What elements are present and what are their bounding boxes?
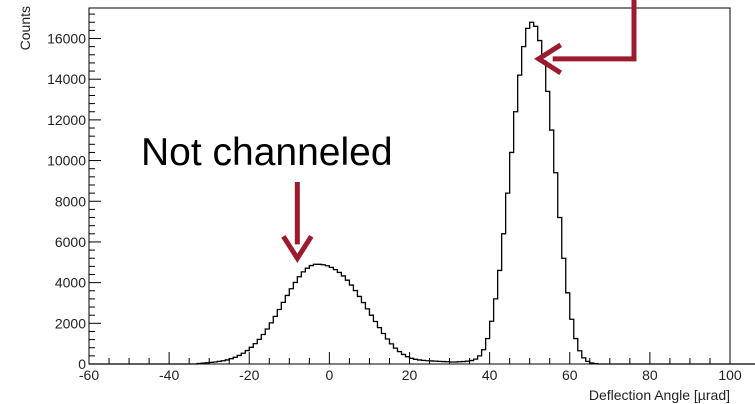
x-tick-label: 40 bbox=[482, 367, 498, 383]
x-tick-label: 60 bbox=[562, 367, 578, 383]
x-tick-label: -60 bbox=[79, 367, 99, 383]
y-axis-title: Counts bbox=[17, 6, 33, 50]
y-tick-label: 6000 bbox=[55, 234, 86, 250]
plot-area: -60 -40 -20 0 20 40 60 80 100 0 2000 4000 6000 8000 10… bbox=[47, 0, 755, 383]
y-tick-label: 8000 bbox=[55, 193, 86, 209]
x-tick-label: 0 bbox=[325, 367, 333, 383]
annotation-not-channeled: Not channeled bbox=[141, 131, 393, 174]
x-axis-title: Deflection Angle [µrad] bbox=[589, 387, 730, 403]
y-tick-label: 16000 bbox=[47, 31, 86, 47]
y-tick-label: 12000 bbox=[47, 112, 86, 128]
x-tick-label: -40 bbox=[159, 367, 179, 383]
histogram-series bbox=[89, 21, 755, 365]
y-tick-label: 14000 bbox=[47, 71, 86, 87]
y-tick-label: 10000 bbox=[47, 153, 86, 169]
x-tick-label: 100 bbox=[718, 367, 742, 383]
arrow-elbow-shaft bbox=[552, 0, 637, 62]
arrow-left-head bbox=[534, 42, 563, 75]
x-tick-label: -20 bbox=[239, 367, 259, 383]
x-tick-label: 80 bbox=[642, 367, 658, 383]
plot-frame bbox=[88, 7, 731, 365]
y-tick-label: 4000 bbox=[55, 275, 86, 291]
x-tick-label: 20 bbox=[402, 367, 418, 383]
y-tick-label: 2000 bbox=[55, 315, 86, 331]
arrow-down-head bbox=[281, 234, 314, 263]
y-tick-label: 0 bbox=[78, 356, 86, 372]
